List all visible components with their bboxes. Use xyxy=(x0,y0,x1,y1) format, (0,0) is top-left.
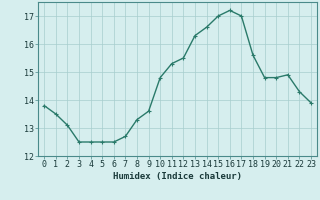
X-axis label: Humidex (Indice chaleur): Humidex (Indice chaleur) xyxy=(113,172,242,181)
